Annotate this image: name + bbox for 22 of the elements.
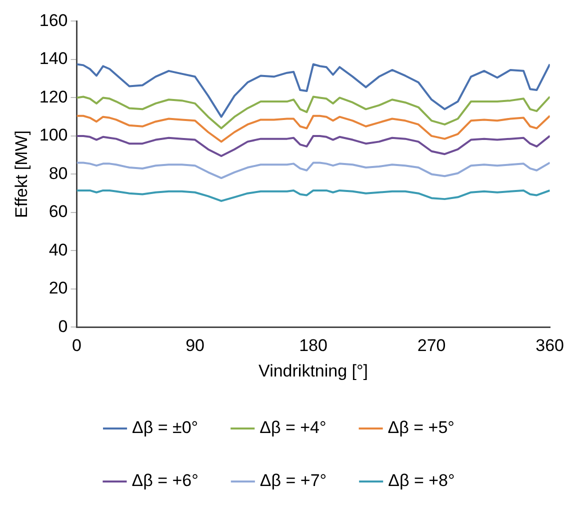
legend-label: Δβ = +7° <box>260 471 327 490</box>
x-tick-label: 0 <box>72 336 82 356</box>
x-tick-label: 90 <box>186 336 204 356</box>
y-axis-title: Effekt [MW] <box>12 130 31 218</box>
x-tick-label: 180 <box>299 336 328 356</box>
legend-label: Δβ = +8° <box>388 471 455 490</box>
y-tick-label: 40 <box>48 240 68 260</box>
y-tick-label: 160 <box>39 10 68 30</box>
legend-label: Δβ = ±0° <box>132 418 198 438</box>
x-tick-label: 360 <box>536 336 564 356</box>
x-tick-label: 270 <box>417 336 446 356</box>
y-tick-label: 140 <box>39 49 68 68</box>
x-axis-title: Vindriktning [°] <box>258 361 368 380</box>
y-tick-label: 0 <box>58 316 68 336</box>
y-tick-label: 60 <box>48 202 68 222</box>
y-tick-label: 80 <box>48 164 68 183</box>
legend-label: Δβ = +4° <box>260 418 326 438</box>
legend-label: Δβ = +5° <box>388 418 454 438</box>
y-tick-label: 120 <box>39 87 68 106</box>
y-tick-label: 20 <box>48 278 68 298</box>
legend-label: Δβ = +6° <box>132 471 198 490</box>
y-tick-label: 100 <box>39 126 68 145</box>
